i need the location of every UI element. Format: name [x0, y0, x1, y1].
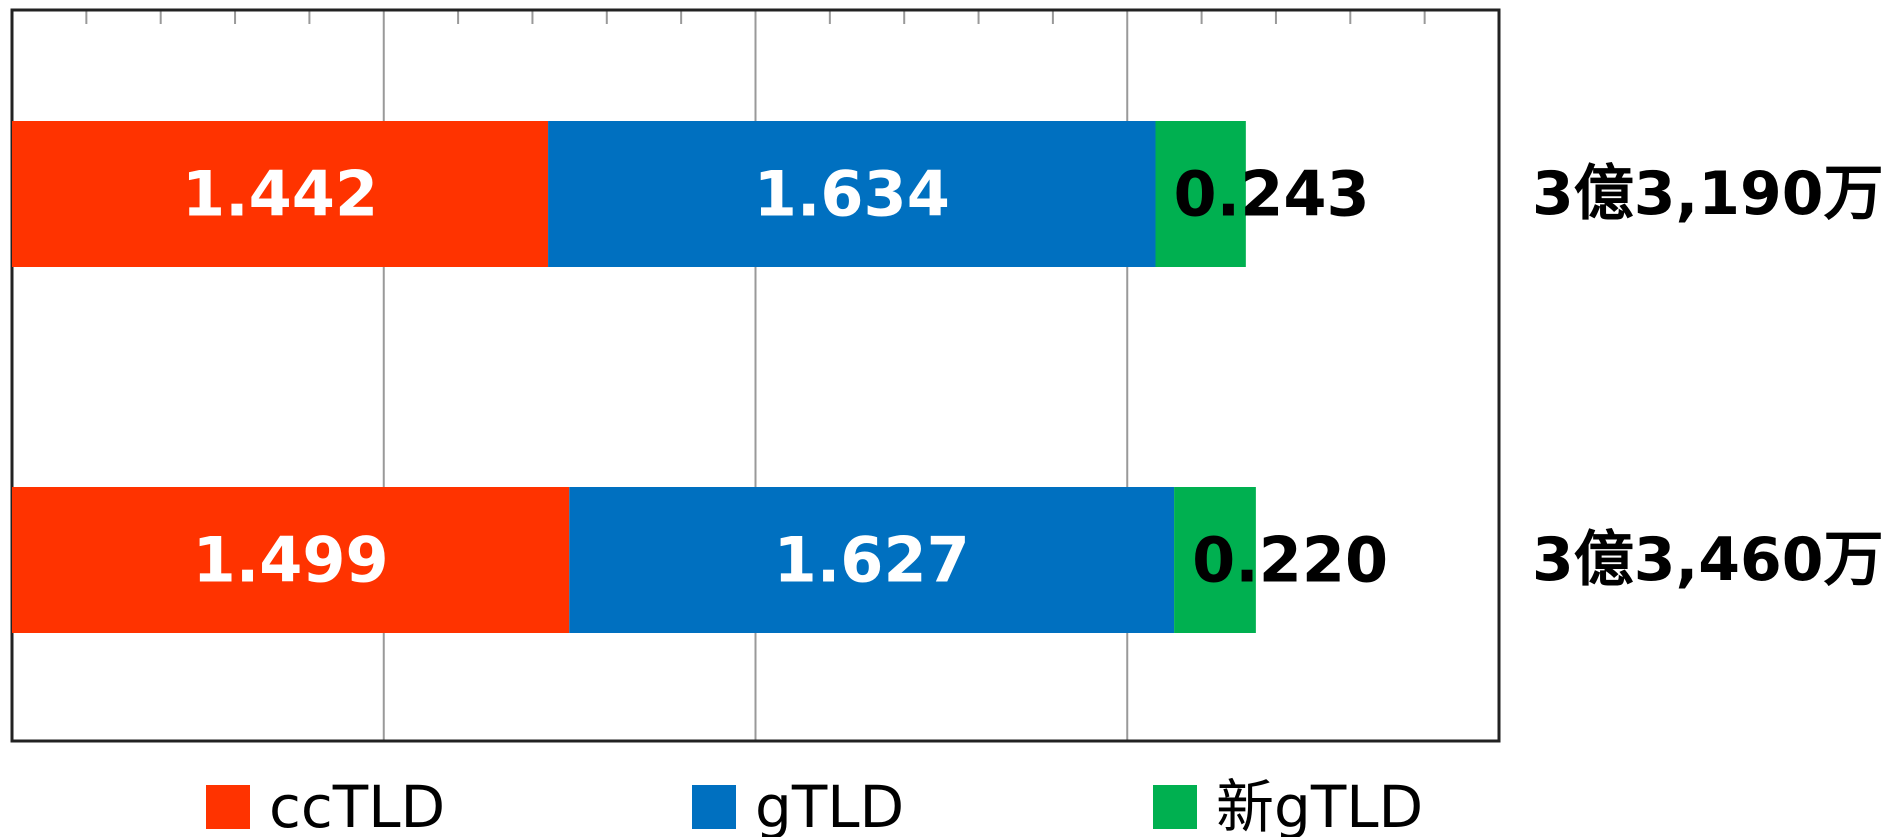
bar: [548, 121, 1156, 267]
legend-swatch: [692, 785, 736, 829]
plot-frame: [10, 8, 1501, 743]
legend-swatch: [1153, 785, 1197, 829]
bar: [569, 487, 1175, 633]
legend-label: 新gTLD: [1216, 773, 1423, 837]
bar: [12, 487, 570, 633]
bar: [12, 121, 549, 267]
total-label: 3億3,190万: [1532, 159, 1884, 229]
data-label: 1.634: [754, 158, 950, 231]
bar: [1155, 121, 1246, 267]
legend-label: ccTLD: [269, 773, 445, 837]
data-label: 0.220: [1192, 524, 1388, 597]
data-label: 1.627: [774, 524, 970, 597]
legend-swatch: [206, 785, 250, 829]
total-label: 3億3,460万: [1532, 525, 1884, 595]
data-label: 1.499: [193, 524, 389, 597]
bar: [1174, 487, 1256, 633]
data-label: 1.442: [182, 158, 378, 231]
legend-label: gTLD: [755, 773, 904, 837]
data-label: 0.243: [1174, 158, 1370, 231]
